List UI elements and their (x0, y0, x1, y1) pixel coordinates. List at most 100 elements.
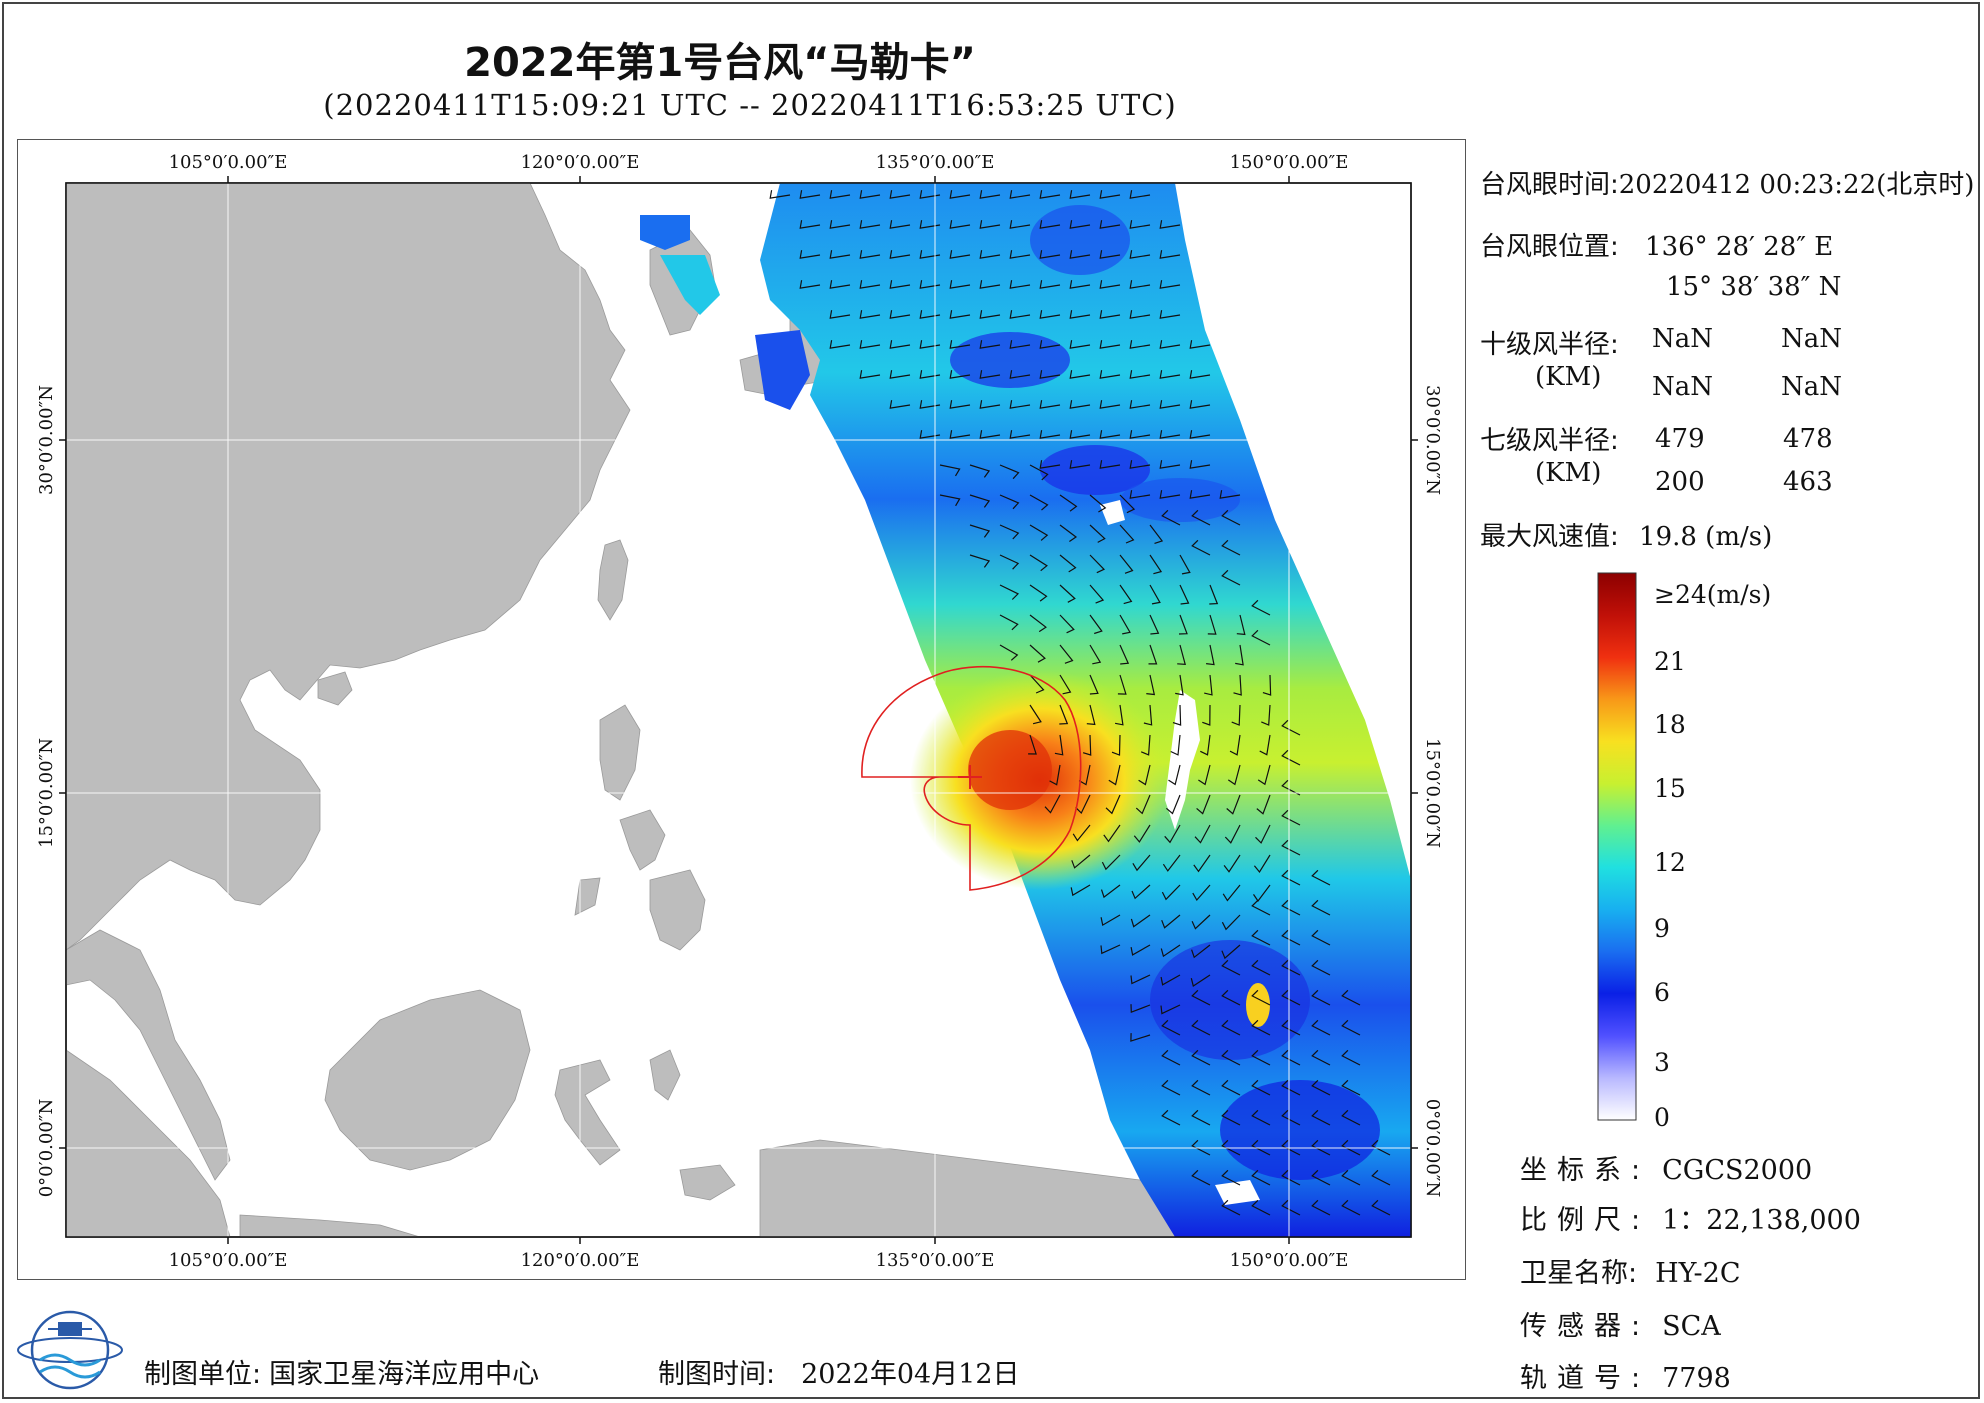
eye-pos-label: 台风眼位置: (1480, 232, 1619, 262)
wind-barb (1281, 899, 1301, 916)
wind-barb (1129, 490, 1151, 499)
wind-barb (1221, 989, 1241, 1006)
wind-barb (1160, 1004, 1181, 1015)
wind-barb (1341, 989, 1361, 1006)
wind-barb (1044, 794, 1061, 814)
wind-barb (1130, 974, 1151, 985)
wind-barb (1311, 899, 1331, 916)
wind-barb (1224, 824, 1241, 844)
scale-row: 比例尺: 1：22,138,000 (1520, 1198, 1861, 1237)
wind-barb (1089, 614, 1103, 635)
wind-barb (1191, 1139, 1211, 1156)
wind-barb (799, 250, 821, 259)
scale-label: 比例尺: (1520, 1205, 1651, 1236)
produced-date-row: 制图时间: 2022年04月12日 (658, 1352, 1020, 1391)
wind-barb (1075, 794, 1091, 815)
wind-barb (1159, 340, 1181, 349)
wind-barb (1221, 1049, 1241, 1066)
eye-lat: 15° 38′ 38″ N (1666, 272, 1842, 302)
wind-barb (1221, 1139, 1241, 1156)
wind-barb (1039, 280, 1061, 289)
plot-border (65, 182, 1412, 1238)
wind-barb (1191, 1109, 1211, 1126)
eye-time-row: 台风眼时间:20220412 00:23:22(北京时) (1480, 164, 1974, 201)
wind-barb (919, 400, 941, 409)
wind-barb (1191, 509, 1211, 526)
wind-barb (1281, 929, 1301, 946)
r7-value-se: 478 (1783, 424, 1833, 454)
wind-barb (1281, 989, 1301, 1006)
wind-barb (889, 190, 911, 199)
wind-barb (1135, 794, 1151, 815)
wind-barb (919, 310, 941, 319)
wind-barb (1251, 929, 1271, 946)
wind-barb (1193, 854, 1211, 873)
wind-barb (949, 430, 971, 439)
wind-barb (1099, 310, 1121, 319)
wind-barb (1259, 734, 1271, 756)
wind-barb (859, 190, 881, 199)
wind-barb (1129, 340, 1151, 349)
wind-barb (1039, 220, 1061, 229)
lon-label-top-150: 150°0′0.00″E (1230, 152, 1349, 173)
wind-barb (1029, 554, 1048, 572)
lat-label-left-15: 15°0′0.00″N (36, 738, 57, 848)
wind-barb (1251, 1109, 1271, 1126)
wind-barb (919, 280, 941, 289)
wind-barb (829, 280, 851, 289)
wind-barb (1202, 704, 1211, 726)
max-wind-row: 最大风速值: 19.8 (m/s) (1480, 516, 1772, 553)
lat-label-right-30: 30°0′0.00″N (1422, 385, 1443, 495)
wind-barb (1221, 959, 1241, 976)
wind-barb (1198, 764, 1211, 786)
wind-barb (1311, 1109, 1331, 1126)
wind-barb (979, 340, 1001, 349)
lon-label-bottom-120: 120°0′0.00″E (521, 1250, 640, 1271)
wind-barb (1194, 824, 1211, 844)
max-wind-value: 19.8 (m/s) (1639, 522, 1773, 552)
eye-lon: 136° 28′ 28″ E (1645, 232, 1834, 262)
wind-barb (1119, 524, 1135, 544)
wind-barb (979, 250, 1001, 259)
wind-barb (1117, 674, 1127, 695)
wind-barb (1200, 734, 1211, 756)
wind-barb (999, 614, 1019, 631)
wind-barb (1059, 494, 1078, 512)
producer-label: 制图单位: (144, 1359, 262, 1390)
wind-barb (1099, 250, 1121, 259)
wind-barb (1129, 280, 1151, 289)
wind-barb (1129, 430, 1151, 439)
r7-value-nw: 463 (1783, 467, 1833, 497)
wind-barb (1226, 794, 1241, 815)
wind-barb (1143, 704, 1153, 726)
wind-barb (1069, 400, 1091, 409)
lon-label-top-135: 135°0′0.00″E (876, 152, 995, 173)
wind-barb (949, 370, 971, 379)
wind-barb (1159, 490, 1181, 499)
wind-barb (1191, 1169, 1211, 1186)
wind-barb (1161, 884, 1181, 901)
map-frame (17, 139, 1466, 1280)
wind-barb (1100, 914, 1121, 927)
wind-barb (1099, 400, 1121, 409)
wind-barb (1178, 614, 1188, 635)
r10-label: 十级风半径: (1480, 330, 1619, 360)
wind-barb (1101, 854, 1121, 871)
wind-barb (1207, 614, 1217, 635)
wind-barb (889, 370, 911, 379)
colorbar-label-21: 21 (1654, 647, 1686, 676)
wind-barb (1069, 220, 1091, 229)
lat-label-right-0: 0°0′0.00″N (1422, 1099, 1443, 1198)
wind-barb (1130, 1004, 1151, 1014)
wind-barb (1204, 674, 1213, 696)
wind-barb (969, 524, 991, 538)
wind-barb (1341, 1169, 1361, 1186)
wind-barb (979, 430, 1001, 439)
wind-barb (1099, 220, 1121, 229)
wind-barb (799, 190, 821, 199)
nsoas-logo (17, 1310, 123, 1390)
wind-barb (1119, 614, 1131, 635)
wind-barb (1069, 310, 1091, 319)
wind-barb (1311, 929, 1331, 946)
wind-barb (919, 190, 941, 199)
